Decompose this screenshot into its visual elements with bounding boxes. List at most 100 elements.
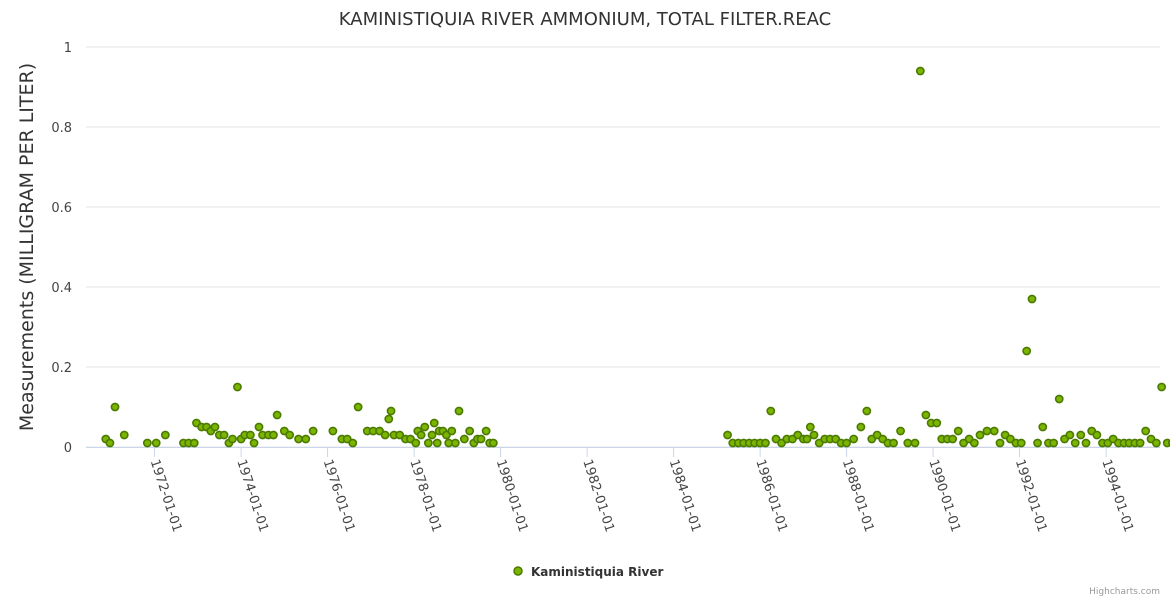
grid-lines (86, 46, 1160, 448)
data-point[interactable] (995, 438, 1005, 448)
y-axis-ticks: 0 0.2 0.4 0.6 0.8 1 (51, 41, 72, 456)
data-point[interactable] (420, 422, 430, 432)
data-point[interactable] (384, 414, 394, 424)
data-point[interactable] (1016, 438, 1026, 448)
data-point[interactable] (294, 434, 303, 444)
data-point[interactable] (142, 438, 152, 448)
data-point[interactable] (1065, 430, 1075, 440)
data-point[interactable] (1076, 430, 1086, 440)
data-point[interactable] (219, 430, 229, 440)
data-point[interactable] (353, 402, 363, 412)
data-point[interactable] (119, 430, 129, 440)
legend[interactable]: Kaministiquia River (513, 565, 663, 579)
x-tick-label: 1988-01-01 (839, 458, 877, 534)
data-point[interactable] (889, 438, 898, 448)
data-point[interactable] (766, 406, 776, 416)
data-point[interactable] (481, 426, 491, 436)
data-point[interactable] (969, 438, 979, 448)
data-point[interactable] (903, 438, 913, 448)
data-point[interactable] (932, 418, 942, 428)
data-point[interactable] (948, 434, 958, 444)
data-point[interactable] (459, 434, 469, 444)
data-point[interactable] (989, 426, 999, 436)
data-point[interactable] (1070, 438, 1080, 448)
data-point[interactable] (105, 438, 115, 448)
data-point[interactable] (447, 426, 457, 436)
data-point[interactable] (1135, 438, 1145, 448)
data-point[interactable] (328, 426, 338, 436)
data-point[interactable] (1092, 430, 1102, 440)
data-point[interactable] (1049, 438, 1059, 448)
data-point[interactable] (1033, 438, 1042, 448)
data-point[interactable] (862, 406, 872, 416)
data-point[interactable] (160, 430, 170, 440)
data-point[interactable] (1162, 438, 1170, 448)
data-point[interactable] (915, 66, 925, 76)
data-point[interactable] (849, 434, 859, 444)
x-tick-label: 1980-01-01 (493, 458, 531, 534)
data-point[interactable] (233, 382, 242, 392)
data-point[interactable] (761, 438, 770, 448)
data-point[interactable] (809, 430, 819, 440)
data-point[interactable] (427, 430, 437, 440)
data-point[interactable] (249, 438, 259, 448)
x-tick-label: 1992-01-01 (1012, 458, 1050, 534)
data-point[interactable] (450, 438, 460, 448)
x-tick-label: 1976-01-01 (320, 458, 358, 534)
data-point[interactable] (982, 426, 992, 436)
data-point[interactable] (272, 410, 282, 420)
data-point[interactable] (476, 434, 486, 444)
data-point[interactable] (228, 434, 237, 444)
data-point[interactable] (432, 438, 442, 448)
x-tick-label: 1994-01-01 (1098, 458, 1136, 534)
data-point[interactable] (454, 406, 464, 416)
data-point[interactable] (189, 438, 199, 448)
data-point[interactable] (1081, 438, 1091, 448)
data-point[interactable] (380, 430, 390, 440)
data-point[interactable] (1141, 426, 1151, 436)
data-point[interactable] (723, 430, 732, 440)
data-point[interactable] (1027, 294, 1037, 304)
data-point[interactable] (953, 426, 963, 436)
x-tick-label: 1982-01-01 (579, 458, 617, 534)
data-point[interactable] (245, 430, 255, 440)
data-point[interactable] (308, 426, 318, 436)
series-points (101, 66, 1170, 448)
data-point[interactable] (411, 438, 421, 448)
data-point[interactable] (210, 422, 220, 432)
data-point[interactable] (151, 438, 161, 448)
credits-link[interactable]: Highcharts.com (1089, 587, 1160, 597)
data-point[interactable] (429, 418, 439, 428)
data-point[interactable] (842, 438, 851, 448)
y-tick-label: 0.6 (51, 201, 72, 216)
data-point[interactable] (110, 402, 120, 412)
data-point[interactable] (802, 434, 812, 444)
data-point[interactable] (285, 430, 295, 440)
data-point[interactable] (416, 430, 426, 440)
data-point[interactable] (269, 430, 278, 440)
data-point[interactable] (1157, 382, 1167, 392)
data-point[interactable] (1151, 438, 1161, 448)
data-point[interactable] (348, 438, 358, 448)
data-point[interactable] (423, 438, 433, 448)
data-point[interactable] (395, 430, 405, 440)
x-axis-ticks: 1972-01-01 1974-01-01 1976-01-01 1978-01-01… (147, 447, 1136, 534)
data-point[interactable] (386, 406, 396, 416)
data-point[interactable] (805, 422, 815, 432)
data-point[interactable] (1022, 346, 1032, 356)
x-tick-label: 1986-01-01 (752, 458, 790, 534)
x-tick-label: 1974-01-01 (233, 458, 271, 534)
data-point[interactable] (921, 410, 931, 420)
chart-title: KAMINISTIQUIA RIVER AMMONIUM, TOTAL FILT… (339, 9, 831, 30)
data-point[interactable] (301, 434, 311, 444)
data-point[interactable] (910, 438, 920, 448)
data-point[interactable] (896, 426, 905, 436)
data-point[interactable] (465, 426, 475, 436)
data-point[interactable] (1054, 394, 1064, 404)
data-point[interactable] (975, 430, 985, 440)
data-point[interactable] (856, 422, 866, 432)
data-point[interactable] (488, 438, 498, 448)
data-point[interactable] (254, 422, 264, 432)
data-point[interactable] (1038, 422, 1048, 432)
